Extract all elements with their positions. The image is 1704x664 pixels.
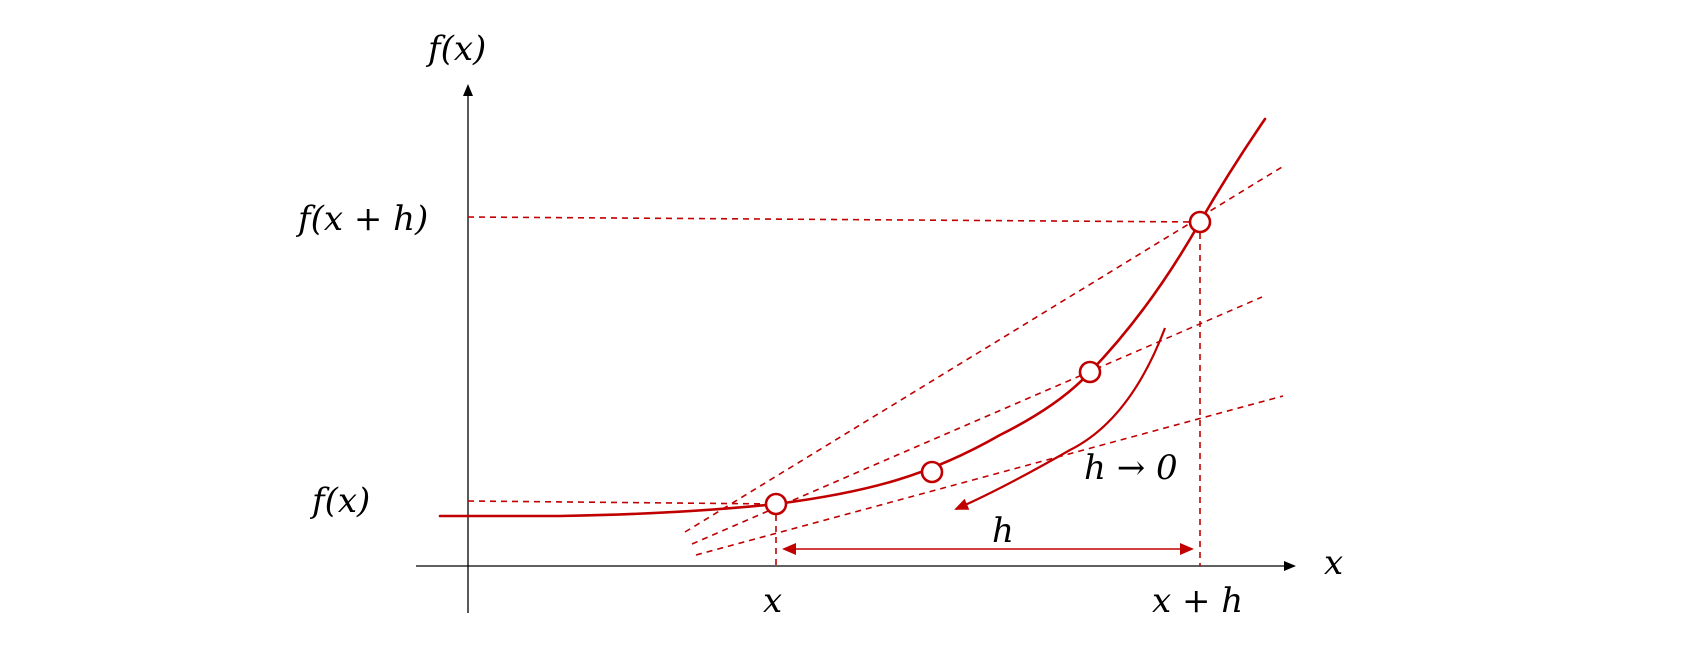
x-axis-label: x xyxy=(1324,543,1343,583)
point-intermediate-1 xyxy=(920,460,944,484)
point-intermediate-2 xyxy=(1078,360,1102,384)
secant-line-3 xyxy=(695,395,1284,556)
guide-fx-horizontal xyxy=(467,500,777,505)
y-axis-label: f(x) xyxy=(425,29,486,69)
guide-fxh-horizontal xyxy=(467,216,1201,223)
x-tick-xh: x + h xyxy=(1152,581,1243,621)
point-x xyxy=(764,492,788,516)
x-tick-x: x xyxy=(763,581,782,621)
secant-line-1 xyxy=(684,166,1283,533)
y-tick-fxh: f(x + h) xyxy=(295,199,428,239)
h-span-label: h xyxy=(992,511,1014,551)
limit-label: h → 0 xyxy=(1084,448,1178,488)
point-x-plus-h xyxy=(1188,210,1212,234)
limit-arrow xyxy=(954,327,1167,511)
y-tick-fx: f(x) xyxy=(309,481,370,521)
